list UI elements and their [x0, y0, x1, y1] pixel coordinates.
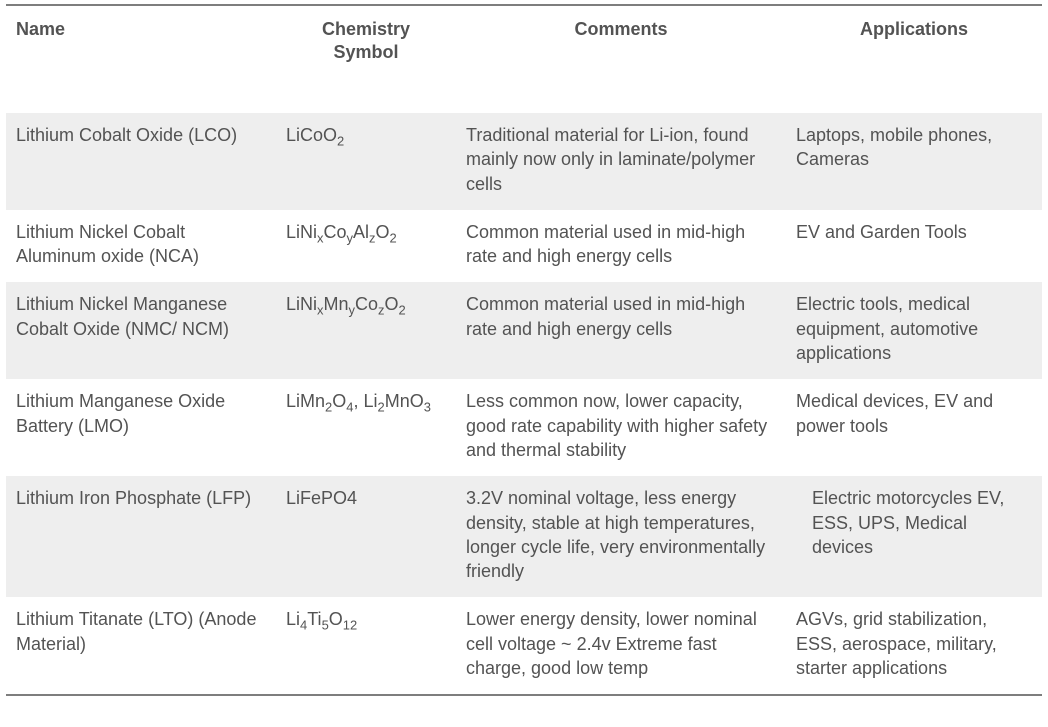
table-row: Lithium Titanate (LTO) (Anode Material)L… [6, 597, 1042, 695]
cell-symbol: LiFePO4 [276, 476, 456, 597]
cell-applications: Laptops, mobile phones, Cameras [786, 113, 1042, 210]
cell-symbol: LiMn2O4, Li2MnO3 [276, 379, 456, 476]
cell-name: Lithium Titanate (LTO) (Anode Material) [6, 597, 276, 695]
col-header-name: Name [6, 5, 276, 113]
battery-chemistry-table: Name ChemistrySymbol Comments Applicatio… [6, 4, 1042, 696]
table-row: Lithium Cobalt Oxide (LCO)LiCoO2Traditio… [6, 113, 1042, 210]
cell-comments: Traditional material for Li-ion, found m… [456, 113, 786, 210]
cell-comments: 3.2V nominal voltage, less energy densit… [456, 476, 786, 597]
cell-applications: Medical devices, EV and power tools [786, 379, 1042, 476]
table-body: Lithium Cobalt Oxide (LCO)LiCoO2Traditio… [6, 113, 1042, 695]
cell-applications: Electric motorcycles EV, ESS, UPS, Medic… [786, 476, 1042, 597]
table-row: Lithium Nickel Cobalt Aluminum oxide (NC… [6, 210, 1042, 283]
col-header-comments: Comments [456, 5, 786, 113]
col-header-symbol: ChemistrySymbol [276, 5, 456, 113]
battery-chemistry-table-container: Name ChemistrySymbol Comments Applicatio… [0, 0, 1048, 696]
cell-symbol: LiNixMnyCozO2 [276, 282, 456, 379]
cell-name: Lithium Nickel Manganese Cobalt Oxide (N… [6, 282, 276, 379]
cell-symbol: LiNixCoyAlzO2 [276, 210, 456, 283]
cell-name: Lithium Nickel Cobalt Aluminum oxide (NC… [6, 210, 276, 283]
cell-comments: Less common now, lower capacity, good ra… [456, 379, 786, 476]
cell-name: Lithium Manganese Oxide Battery (LMO) [6, 379, 276, 476]
cell-symbol: Li4Ti5O12 [276, 597, 456, 695]
cell-comments: Common material used in mid-high rate an… [456, 282, 786, 379]
cell-applications: EV and Garden Tools [786, 210, 1042, 283]
cell-applications: Electric tools, medical equipment, autom… [786, 282, 1042, 379]
col-header-applications: Applications [786, 5, 1042, 113]
cell-applications: AGVs, grid stabilization, ESS, aerospace… [786, 597, 1042, 695]
table-row: Lithium Iron Phosphate (LFP)LiFePO43.2V … [6, 476, 1042, 597]
table-row: Lithium Manganese Oxide Battery (LMO)LiM… [6, 379, 1042, 476]
table-header-row: Name ChemistrySymbol Comments Applicatio… [6, 5, 1042, 113]
cell-name: Lithium Iron Phosphate (LFP) [6, 476, 276, 597]
table-row: Lithium Nickel Manganese Cobalt Oxide (N… [6, 282, 1042, 379]
cell-name: Lithium Cobalt Oxide (LCO) [6, 113, 276, 210]
cell-comments: Common material used in mid-high rate an… [456, 210, 786, 283]
cell-comments: Lower energy density, lower nominal cell… [456, 597, 786, 695]
cell-symbol: LiCoO2 [276, 113, 456, 210]
